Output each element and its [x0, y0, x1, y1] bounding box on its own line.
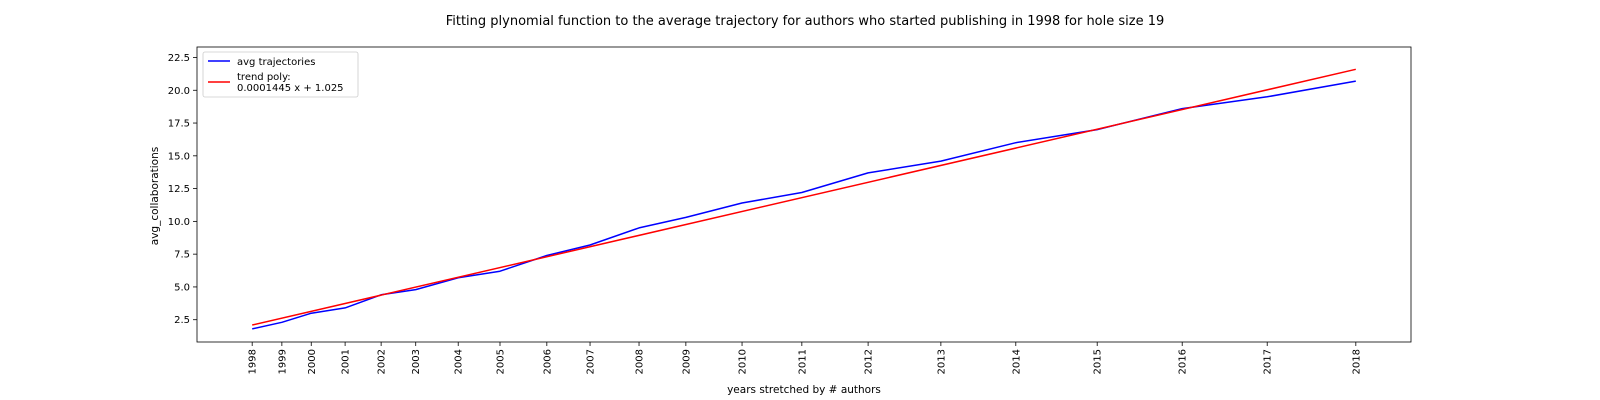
x-tick-label: 2015: [1093, 349, 1104, 374]
x-tick-label: 1998: [248, 349, 259, 374]
plot-area: 2.5 5.0 7.5 10.0 12.5 15.0 17.5 20.0 22.5 1998 199…: [168, 46, 1412, 374]
y-tick-label: 22.5: [168, 53, 190, 64]
y-tick-label: 20.0: [168, 86, 190, 97]
plot-frame: [196, 46, 1412, 343]
x-tick-label: 2012: [864, 349, 875, 374]
y-tick-label: 7.5: [174, 250, 190, 261]
legend-box: [202, 51, 359, 98]
x-tick-label: 2009: [681, 349, 692, 374]
x-tick-label: 2003: [411, 349, 422, 374]
y-tick-label: 12.5: [168, 184, 190, 195]
y-tick-label: 2.5: [174, 315, 190, 326]
x-tick-label: 2000: [307, 349, 318, 374]
x-tick-label: 2008: [635, 349, 646, 374]
x-tick-label: 2014: [1011, 349, 1022, 374]
x-tick-label: 2016: [1178, 349, 1189, 374]
x-tick-label: 2002: [377, 349, 388, 374]
x-tick-label: 2018: [1351, 349, 1362, 374]
legend-label-avg: avg trajectories: [237, 57, 315, 68]
x-tick-label: 2011: [797, 349, 808, 374]
chart-title: Fitting plynomial function to the averag…: [446, 14, 1165, 29]
x-tick-label: 2013: [936, 349, 947, 374]
y-tick-label: 5.0: [174, 282, 190, 293]
trend-poly-line: [252, 68, 1356, 326]
x-tick-label: 2005: [495, 349, 506, 374]
x-tick-label: 2017: [1263, 349, 1274, 374]
y-tick-label: 10.0: [168, 217, 190, 228]
x-tick-label: 2001: [341, 349, 352, 374]
legend-label-trend-equation: 0.0001445 x + 1.025: [237, 83, 344, 94]
y-tick-label: 15.0: [168, 151, 190, 162]
avg-trajectories-line: [252, 80, 1356, 330]
x-tick-label: 2010: [738, 349, 749, 374]
legend-label-trend: trend poly:: [237, 72, 291, 83]
x-tick-label: 2004: [454, 349, 465, 374]
x-tick-label: 2007: [586, 349, 597, 374]
x-tick-label: 2006: [542, 349, 553, 374]
y-axis-label: avg_collaborations: [149, 147, 161, 245]
x-axis-label: years stretched by # authors: [727, 384, 881, 396]
y-tick-label: 17.5: [168, 119, 190, 130]
x-tick-label: 1999: [277, 349, 288, 374]
